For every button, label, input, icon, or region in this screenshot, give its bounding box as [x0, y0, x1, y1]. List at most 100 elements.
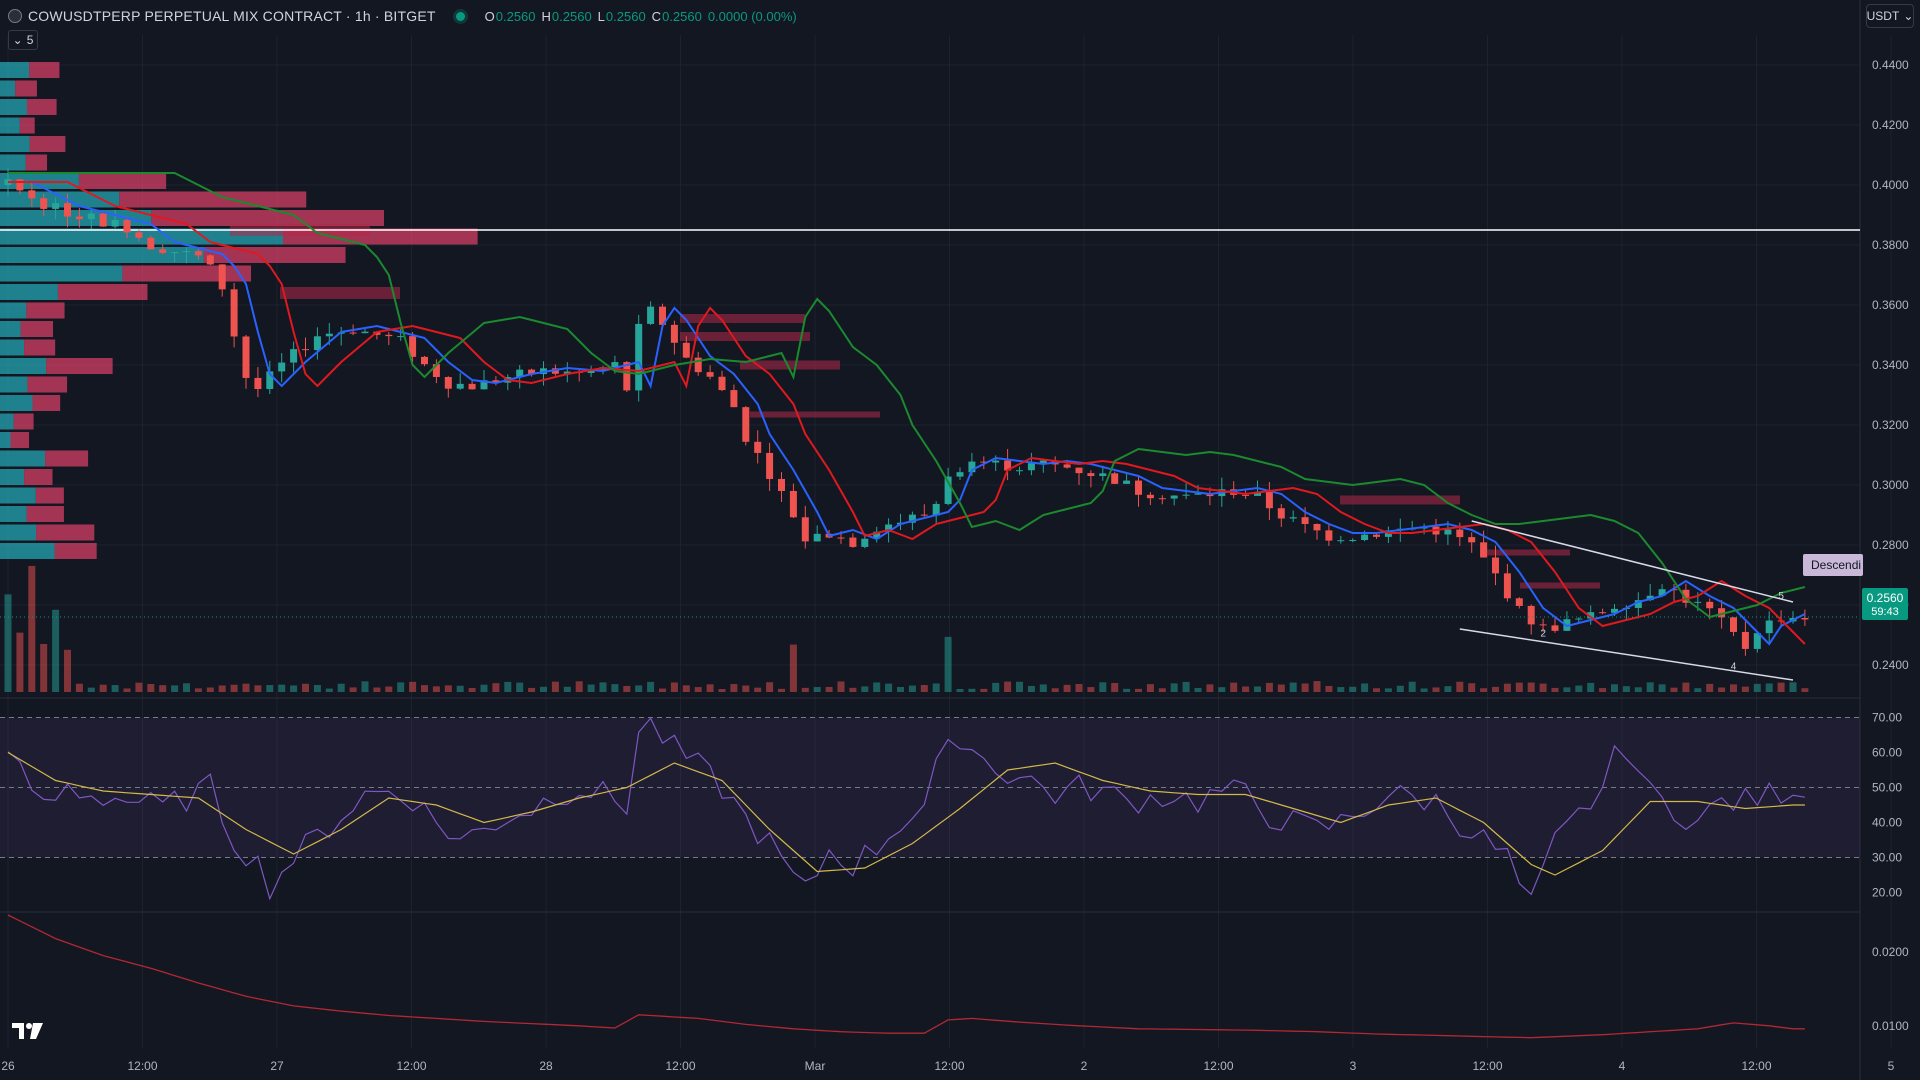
candle-body	[718, 376, 726, 391]
volume-bar	[302, 683, 309, 692]
indicator-axis[interactable]: 0.0200 0.0100	[1872, 945, 1909, 1033]
time-tick-label: 12:00	[1472, 1059, 1502, 1073]
volume-bar	[1741, 686, 1749, 692]
price-tick-label: 0.2400	[1872, 658, 1909, 672]
volume-profile-bar	[29, 136, 66, 152]
volume-bar	[75, 683, 83, 692]
volume-bar	[1123, 688, 1131, 692]
volume-bar	[290, 685, 298, 692]
volume-profile-bar	[203, 247, 346, 263]
candle-body	[87, 213, 95, 220]
pattern-label-tag[interactable]: Descendi	[1803, 554, 1863, 576]
chevron-down-icon: ⌄	[12, 33, 23, 47]
supply-zone	[750, 411, 880, 418]
candle-body	[16, 179, 24, 191]
volume-profile-bar	[0, 99, 27, 115]
volume-bar	[897, 686, 904, 692]
volume-profile-bar	[32, 395, 61, 411]
candle-body	[349, 332, 357, 334]
candle-body	[432, 364, 440, 377]
volume-bar	[932, 683, 940, 692]
volume-bar	[325, 688, 333, 692]
volume-bar	[742, 685, 750, 692]
high-value: 0.2560	[551, 8, 592, 24]
currency-select[interactable]: USDT ⌄	[1866, 4, 1914, 28]
volume-bar	[956, 688, 964, 692]
volume-profile-bar	[25, 154, 48, 171]
time-tick-label: 2	[1081, 1059, 1088, 1073]
supply-zone	[680, 314, 805, 323]
price-tick-label: 0.3600	[1872, 298, 1909, 312]
symbol-title[interactable]: COWUSDTPERP PERPETUAL MIX CONTRACT · 1h …	[28, 8, 436, 24]
candle-body	[1325, 530, 1333, 541]
candle-body	[75, 216, 83, 220]
candle-body	[1515, 598, 1523, 606]
ema-line	[8, 181, 1806, 646]
indicators-collapse-button[interactable]: ⌄ 5	[8, 30, 38, 50]
volume-profile-bar	[0, 80, 16, 97]
volume-bar	[468, 687, 476, 692]
volume-bar	[1325, 685, 1333, 692]
volume-profile-bar	[119, 191, 307, 208]
rsi-tick-label: 50.00	[1872, 781, 1902, 795]
candle-body	[171, 252, 179, 254]
volume-bar	[837, 681, 845, 692]
volume-bar	[540, 686, 547, 692]
tradingview-logo-icon[interactable]	[10, 1020, 46, 1042]
volume-bar	[766, 682, 774, 692]
volume-bar	[1765, 683, 1773, 692]
candle-body	[159, 249, 167, 253]
supply-zone	[740, 360, 840, 370]
volume-bar	[789, 644, 797, 692]
rsi-axis[interactable]: 70.00 60.00 50.00 40.00 30.00 20.00	[1872, 711, 1902, 900]
volume-profile-bar	[26, 99, 57, 115]
candle-body	[1039, 460, 1047, 464]
volume-bar	[444, 685, 452, 692]
volume-bar	[1373, 688, 1380, 692]
volume-bar	[242, 683, 250, 692]
coin-logo-icon	[8, 9, 22, 23]
volume-profile-bar	[0, 506, 27, 522]
symbol-header: COWUSDTPERP PERPETUAL MIX CONTRACT · 1h …	[8, 6, 797, 26]
volume-profile-bar	[0, 395, 33, 411]
volume-bar	[206, 687, 214, 692]
time-axis[interactable]: 26 12:00 27 12:00 28 12:00 Mar 12:00 2 12:00 3 12:0…	[1, 1059, 1920, 1073]
volume-bar	[1587, 682, 1595, 692]
volume-profile-bar	[0, 284, 58, 300]
candle-body	[194, 251, 202, 256]
volume-bar	[885, 683, 893, 692]
volume-bar	[337, 683, 345, 692]
candle-body	[730, 390, 738, 408]
candle-body	[313, 336, 321, 351]
candle-body	[1289, 517, 1297, 519]
candle-body	[278, 362, 286, 372]
volume-bar	[1206, 684, 1214, 692]
volume-bar	[1218, 687, 1226, 692]
price-axis[interactable]: 0.4400 0.4200 0.4000 0.3800 0.3600 0.3400 0.32…	[1872, 58, 1909, 672]
pattern-label-text: Descendi	[1811, 558, 1861, 572]
descending-wedge-pattern[interactable]: 2 4 5	[1459, 520, 1794, 681]
candle-body	[302, 349, 309, 351]
volume-bar	[563, 686, 571, 692]
candle-body	[1277, 508, 1285, 519]
volume-profile-bar	[0, 543, 55, 559]
candle-body	[1099, 473, 1107, 477]
candle-body	[516, 369, 524, 378]
volume-bar	[1658, 684, 1666, 692]
volume-profile-bar	[45, 450, 89, 467]
candle-body	[635, 323, 643, 391]
candle-body	[1123, 480, 1131, 484]
candle-body	[1313, 523, 1321, 531]
candle-body	[980, 461, 988, 463]
chevron-down-icon: ⌄	[1903, 9, 1914, 23]
volume-profile-bar	[0, 321, 21, 337]
price-change: 0.0000 (0.00%)	[707, 8, 797, 24]
volume-bar	[1682, 682, 1690, 692]
volume-bar	[1539, 683, 1547, 692]
indicator-tick-label: 0.0100	[1872, 1019, 1909, 1033]
candle-body	[1801, 617, 1809, 620]
candle-body	[230, 289, 238, 337]
volume-bar	[1146, 684, 1154, 692]
volume-bar	[873, 682, 881, 692]
